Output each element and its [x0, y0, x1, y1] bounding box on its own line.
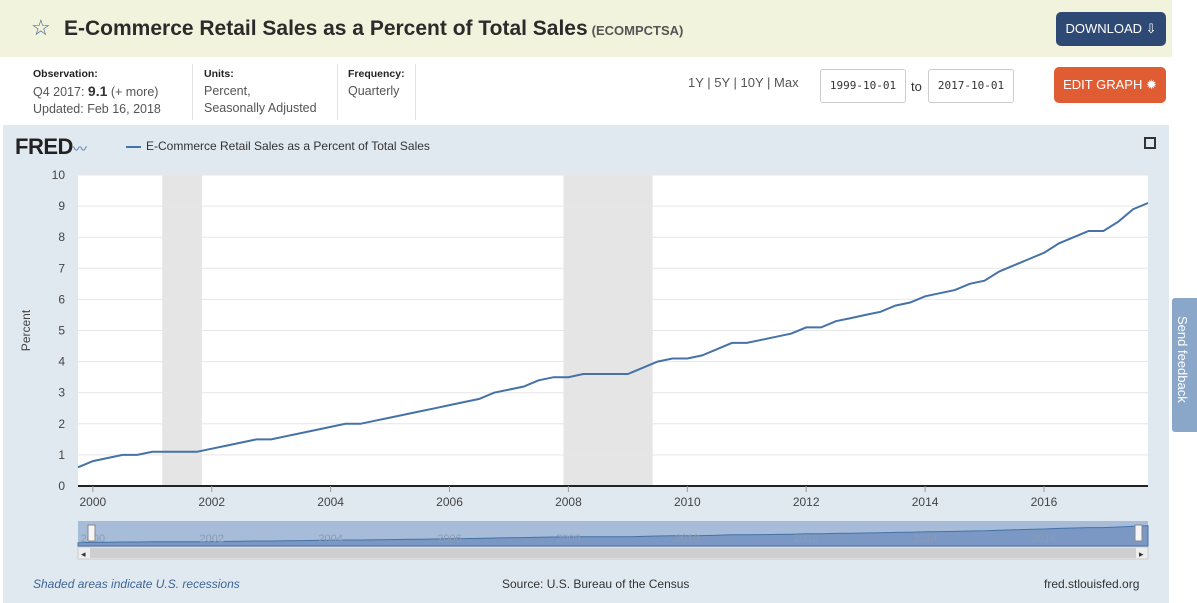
y-tick-label: 0 [58, 479, 65, 493]
divider [192, 64, 193, 120]
download-button[interactable]: DOWNLOAD ⇩ [1056, 12, 1166, 46]
observation-label: Observation: [33, 68, 98, 80]
x-tick-label: 2010 [674, 495, 701, 509]
end-date-input[interactable]: 2017-10-01 [928, 69, 1014, 103]
y-tick-label: 4 [58, 355, 65, 369]
chart-legend: E-Commerce Retail Sales as a Percent of … [126, 139, 430, 153]
y-tick-label: 8 [58, 230, 65, 244]
navigator-label: 2012 [794, 533, 818, 545]
navigator-label: 2016 [1032, 533, 1056, 545]
x-tick-label: 2004 [317, 495, 344, 509]
y-tick-label: 7 [58, 261, 65, 275]
navigator-label: 2002 [200, 533, 224, 545]
navigator-label: 2014 [913, 533, 937, 545]
x-tick-label: 2002 [198, 495, 225, 509]
units-block: Units: Percent, Seasonally Adjusted [204, 66, 317, 117]
legend-swatch [126, 145, 141, 148]
feedback-tab[interactable] [1172, 298, 1197, 432]
site-link[interactable]: fred.stlouisfed.org [1044, 577, 1140, 591]
units-label: Units: [204, 68, 234, 80]
y-tick-label: 3 [58, 386, 65, 400]
x-tick-label: 2008 [555, 495, 582, 509]
fred-logo-icon: 〰 [72, 141, 87, 157]
star-icon[interactable]: ☆ [31, 15, 51, 40]
scroll-right-icon: ▸ [1139, 549, 1144, 559]
navigator-label: 2010 [675, 533, 699, 545]
series-line [77, 202, 1149, 469]
navigator-label: 2004 [318, 533, 342, 545]
y-tick-label: 5 [58, 324, 65, 338]
series-id: (ECOMPCTSA) [591, 23, 684, 38]
y-axis-label: Percent [19, 309, 33, 351]
updated-date: Updated: Feb 16, 2018 [33, 102, 161, 116]
x-tick-label: 2016 [1031, 495, 1058, 509]
header-bar: ☆ E-Commerce Retail Sales as a Percent o… [0, 0, 1172, 57]
x-tick-label: 2000 [80, 495, 107, 509]
navigator-label: 2008 [556, 533, 580, 545]
edit-graph-button[interactable]: EDIT GRAPH ✹ [1054, 67, 1166, 103]
chart: 0 1 2 3 4 5 6 7 8 9 10 2000 2002 2004 2006 2008 2010 2012… [19, 168, 1149, 560]
navigator-handle-left [87, 524, 96, 542]
observation-value: 9.1 [87, 83, 108, 99]
start-date-input[interactable]: 1999-10-01 [820, 69, 906, 103]
y-tick-label: 10 [52, 168, 66, 182]
y-tick-label: 6 [58, 292, 65, 306]
units-line2: Seasonally Adjusted [204, 101, 317, 115]
recession-note: Shaded areas indicate U.S. recessions [33, 577, 240, 591]
observation-more-link[interactable]: (+ more) [110, 85, 159, 99]
gear-icon: ✹ [1145, 77, 1157, 92]
x-tick-label: 2014 [912, 495, 939, 509]
divider [415, 64, 416, 120]
frequency-block: Frequency: Quarterly [348, 66, 405, 100]
fred-logo: FRED〰 [15, 134, 87, 159]
frequency-value: Quarterly [348, 84, 400, 98]
y-tick-label: 9 [58, 199, 65, 213]
download-icon: ⇩ [1145, 21, 1157, 36]
x-tick-label: 2012 [793, 495, 820, 509]
edit-graph-label: EDIT GRAPH [1063, 77, 1143, 92]
divider [337, 64, 338, 120]
navigator-series [77, 525, 1149, 547]
frequency-label: Frequency: [348, 68, 405, 80]
y-tick-label: 2 [58, 417, 65, 431]
units-line1: Percent, [204, 84, 251, 98]
observation-period: Q4 2017: [33, 85, 85, 99]
download-label: DOWNLOAD [1065, 21, 1143, 36]
to-label: to [911, 79, 922, 94]
fullscreen-icon[interactable] [1144, 137, 1156, 149]
feedback-label[interactable]: Send feedback [1175, 316, 1190, 403]
y-tick-label: 1 [58, 448, 65, 462]
x-tick-label: 2006 [436, 495, 463, 509]
scroll-left-icon: ◂ [81, 549, 86, 559]
navigator-handle-right [1134, 524, 1143, 542]
legend-label: E-Commerce Retail Sales as a Percent of … [146, 139, 430, 153]
page-title: E-Commerce Retail Sales as a Percent of … [64, 17, 684, 40]
source-text: Source: U.S. Bureau of the Census [502, 577, 690, 591]
scrollbar-thumb [90, 548, 1136, 558]
navigator-label: 2006 [437, 533, 461, 545]
observation-block: Observation: Q4 2017: 9.1 (+ more) Updat… [33, 66, 161, 118]
range-links[interactable]: 1Y | 5Y | 10Y | Max [688, 75, 799, 90]
